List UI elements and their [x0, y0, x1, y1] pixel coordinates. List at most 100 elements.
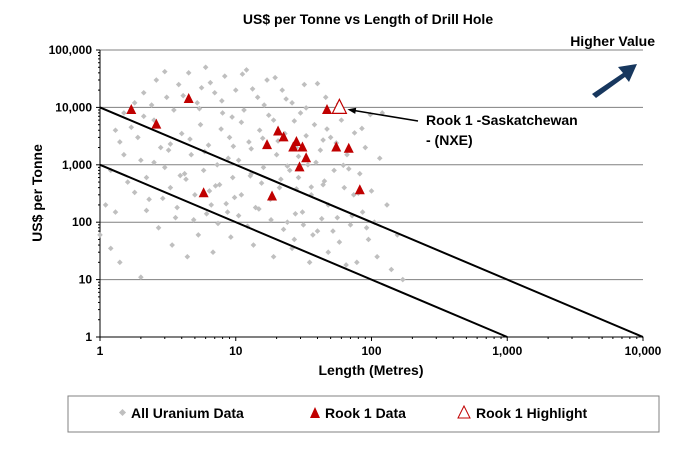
uranium-data-point	[153, 77, 160, 83]
uranium-data-point	[97, 232, 103, 238]
uranium-data-point	[338, 117, 345, 123]
uranium-data-point	[308, 192, 315, 198]
uranium-data-point	[295, 174, 302, 181]
legend-label-rook1-highlight: Rook 1 Highlight	[476, 405, 588, 421]
boundary-line	[99, 106, 644, 338]
uranium-data-point	[275, 138, 281, 144]
legend-marker-rook1	[310, 407, 320, 418]
uranium-data-point	[388, 266, 395, 273]
uranium-data-point	[131, 100, 138, 106]
uranium-data-point	[357, 170, 363, 177]
uranium-data-point	[284, 219, 291, 225]
uranium-data-point	[148, 102, 155, 108]
uranium-data-point	[124, 179, 131, 185]
uranium-data-point	[301, 81, 308, 88]
uranium-data-point	[291, 236, 298, 243]
uranium-data-point	[320, 137, 326, 143]
uranium-data-point	[376, 155, 383, 162]
uranium-data-point	[229, 174, 236, 181]
callout-text-line1: Rook 1 -Saskatchewan	[426, 112, 578, 128]
uranium-data-point	[311, 121, 318, 128]
uranium-data-point	[258, 180, 265, 186]
uranium-data-point	[161, 164, 168, 171]
uranium-data-point	[384, 202, 390, 208]
uranium-data-point	[121, 151, 127, 158]
uranium-data-point	[254, 94, 261, 101]
uranium-data-point	[163, 94, 170, 101]
rook1-data-point	[278, 131, 289, 142]
uranium-data-point	[247, 173, 254, 179]
y-tick-label: 10,000	[55, 100, 92, 114]
x-axis-label: Length (Metres)	[319, 362, 424, 378]
uranium-data-point	[334, 214, 341, 221]
uranium-data-point	[248, 145, 255, 152]
legend: All Uranium Data Rook 1 Data Rook 1 High…	[67, 395, 660, 433]
uranium-data-point	[320, 181, 326, 188]
uranium-data-point	[345, 166, 352, 172]
uranium-data-point	[211, 89, 218, 96]
uranium-data-point	[272, 74, 278, 81]
rook1-data-point	[301, 152, 312, 163]
y-tick-label: 1,000	[62, 158, 92, 172]
uranium-data-point	[229, 114, 235, 120]
uranium-data-point	[330, 228, 336, 234]
higher-value-arrow-icon	[592, 64, 637, 98]
uranium-data-point	[286, 167, 293, 174]
uranium-data-point	[184, 253, 191, 260]
uranium-data-point	[178, 130, 185, 137]
callout-arrowhead-icon	[347, 107, 357, 114]
uranium-data-point	[218, 126, 224, 132]
uranium-data-point	[359, 209, 366, 215]
x-tick-label: 10	[229, 344, 243, 358]
uranium-data-point	[306, 259, 313, 266]
uranium-data-point	[308, 184, 315, 190]
uranium-data-point	[399, 276, 406, 283]
uranium-data-point	[138, 274, 144, 281]
uranium-data-point	[197, 121, 204, 128]
uranium-data-point	[151, 159, 157, 166]
uranium-data-point	[260, 164, 267, 171]
uranium-data-point	[310, 232, 316, 238]
uranium-data-point	[238, 192, 245, 198]
uranium-data-point	[371, 219, 378, 225]
y-tick-label: 1	[85, 330, 92, 344]
uranium-data-point	[208, 202, 215, 208]
uranium-data-point	[185, 70, 192, 76]
uranium-data-point	[190, 217, 197, 223]
uranium-data-point	[206, 188, 213, 194]
uranium-data-point	[235, 157, 242, 164]
uranium-data-point	[219, 110, 226, 116]
uranium-data-point	[303, 105, 309, 111]
uranium-data-point	[264, 77, 270, 83]
uranium-data-point	[171, 107, 177, 113]
uranium-data-point	[167, 184, 174, 191]
uranium-data-point	[350, 192, 357, 198]
uranium-data-point	[221, 73, 228, 79]
uranium-data-point	[226, 134, 233, 141]
uranium-data-point	[279, 87, 286, 93]
uranium-data-point	[239, 71, 246, 77]
uranium-data-point	[161, 68, 168, 75]
uranium-data-point	[295, 153, 302, 160]
uranium-data-point	[276, 184, 283, 191]
uranium-data-point	[157, 144, 164, 151]
uranium-data-point	[327, 134, 334, 141]
uranium-data-point	[289, 245, 295, 252]
uranium-data-point	[131, 189, 138, 196]
uranium-data-point	[238, 119, 245, 126]
uranium-data-point	[155, 224, 162, 231]
uranium-data-point	[140, 113, 147, 120]
uranium-data-point	[365, 236, 372, 243]
uranium-data-point	[183, 176, 189, 183]
uranium-data-point	[172, 214, 179, 221]
uranium-data-point	[322, 94, 329, 101]
uranium-data-point	[283, 96, 289, 102]
uranium-data-point	[265, 112, 272, 119]
uranium-data-point	[146, 196, 152, 203]
uranium-data-point	[117, 139, 123, 145]
uranium-data-point	[321, 178, 328, 184]
uranium-data-point	[336, 239, 343, 245]
uranium-data-point	[243, 67, 250, 73]
uranium-data-point	[241, 107, 247, 113]
